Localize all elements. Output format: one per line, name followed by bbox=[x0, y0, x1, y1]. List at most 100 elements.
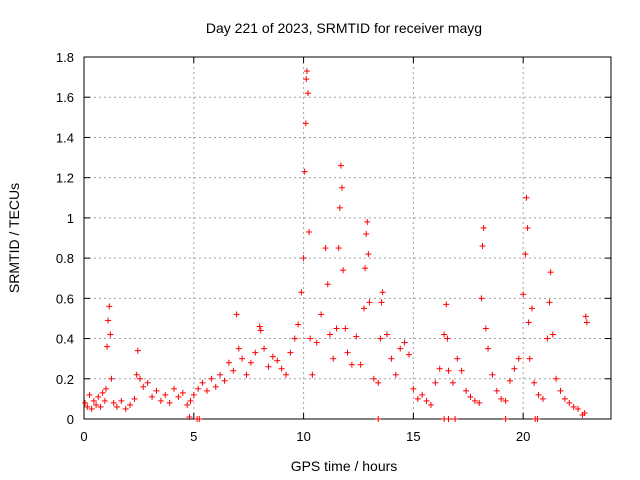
data-point bbox=[230, 367, 237, 374]
data-point bbox=[365, 251, 372, 258]
data-point bbox=[444, 335, 451, 342]
data-point bbox=[348, 361, 355, 368]
data-point bbox=[122, 405, 129, 412]
data-point bbox=[441, 331, 448, 338]
data-point bbox=[309, 371, 316, 378]
data-point bbox=[384, 331, 391, 338]
data-point bbox=[553, 375, 560, 382]
data-point bbox=[397, 345, 404, 352]
data-point bbox=[476, 399, 483, 406]
data-point bbox=[419, 391, 426, 398]
data-point bbox=[414, 395, 421, 402]
data-point bbox=[195, 385, 202, 392]
data-point bbox=[221, 377, 228, 384]
x-tick-label: 20 bbox=[516, 429, 530, 444]
data-point bbox=[97, 403, 104, 410]
data-point bbox=[340, 267, 347, 274]
data-point bbox=[570, 403, 577, 410]
data-point bbox=[324, 281, 331, 288]
data-point bbox=[304, 90, 311, 97]
data-point bbox=[313, 339, 320, 346]
data-point bbox=[265, 363, 272, 370]
data-point bbox=[179, 389, 186, 396]
data-point bbox=[546, 299, 553, 306]
data-point bbox=[525, 319, 532, 326]
data-point bbox=[489, 371, 496, 378]
data-point bbox=[295, 321, 302, 328]
data-point bbox=[522, 251, 529, 258]
data-point bbox=[479, 243, 486, 250]
data-point bbox=[388, 355, 395, 362]
data-point bbox=[410, 385, 417, 392]
data-point bbox=[326, 331, 333, 338]
data-point bbox=[581, 409, 588, 416]
data-point bbox=[187, 397, 194, 404]
data-point bbox=[252, 349, 259, 356]
data-point bbox=[261, 345, 268, 352]
data-point bbox=[233, 311, 240, 318]
grid-lines bbox=[84, 57, 611, 419]
data-point bbox=[278, 365, 285, 372]
data-point bbox=[239, 355, 246, 362]
y-tick-label: 0.4 bbox=[56, 332, 74, 347]
data-point bbox=[291, 335, 298, 342]
data-point bbox=[454, 355, 461, 362]
data-point bbox=[140, 383, 147, 390]
data-point bbox=[333, 325, 340, 332]
data-point bbox=[566, 399, 573, 406]
data-point bbox=[287, 349, 294, 356]
y-tick-label: 0.2 bbox=[56, 372, 74, 387]
x-tick-label: 15 bbox=[406, 429, 420, 444]
data-point bbox=[113, 403, 120, 410]
data-point bbox=[133, 371, 140, 378]
data-point bbox=[463, 387, 470, 394]
data-point bbox=[134, 347, 141, 354]
data-point bbox=[256, 323, 263, 330]
data-point bbox=[511, 365, 518, 372]
data-point bbox=[360, 305, 367, 312]
data-point bbox=[303, 76, 310, 83]
data-point bbox=[101, 397, 108, 404]
data-point bbox=[84, 403, 91, 410]
data-point bbox=[449, 379, 456, 386]
data-point bbox=[136, 375, 143, 382]
data-point bbox=[375, 416, 382, 422]
data-point bbox=[99, 389, 106, 396]
y-tick-label: 1 bbox=[67, 211, 74, 226]
data-point bbox=[342, 325, 349, 332]
data-point bbox=[330, 355, 337, 362]
data-point bbox=[322, 245, 329, 252]
data-point bbox=[549, 331, 556, 338]
data-points bbox=[82, 68, 590, 422]
data-point bbox=[307, 335, 314, 342]
data-point bbox=[106, 303, 113, 310]
data-point bbox=[378, 299, 385, 306]
data-point bbox=[528, 305, 535, 312]
data-point bbox=[458, 367, 465, 374]
data-point bbox=[531, 379, 538, 386]
data-point bbox=[339, 184, 346, 191]
x-tick-label: 0 bbox=[80, 429, 87, 444]
data-point bbox=[190, 391, 197, 398]
data-point bbox=[90, 397, 97, 404]
y-tick-label: 1.4 bbox=[56, 130, 74, 145]
data-point bbox=[357, 361, 364, 368]
data-point bbox=[432, 379, 439, 386]
data-point bbox=[471, 397, 478, 404]
data-point bbox=[175, 393, 182, 400]
data-point bbox=[557, 387, 564, 394]
data-point bbox=[423, 397, 430, 404]
data-point bbox=[108, 375, 115, 382]
data-point bbox=[379, 289, 386, 296]
data-point bbox=[377, 335, 384, 342]
data-point bbox=[118, 397, 125, 404]
data-point bbox=[196, 416, 203, 422]
data-point bbox=[375, 379, 382, 386]
data-point bbox=[104, 343, 111, 350]
data-point bbox=[493, 387, 500, 394]
data-point bbox=[405, 351, 412, 358]
data-point bbox=[127, 401, 134, 408]
data-point bbox=[153, 387, 160, 394]
data-point bbox=[401, 339, 408, 346]
data-point bbox=[131, 395, 138, 402]
